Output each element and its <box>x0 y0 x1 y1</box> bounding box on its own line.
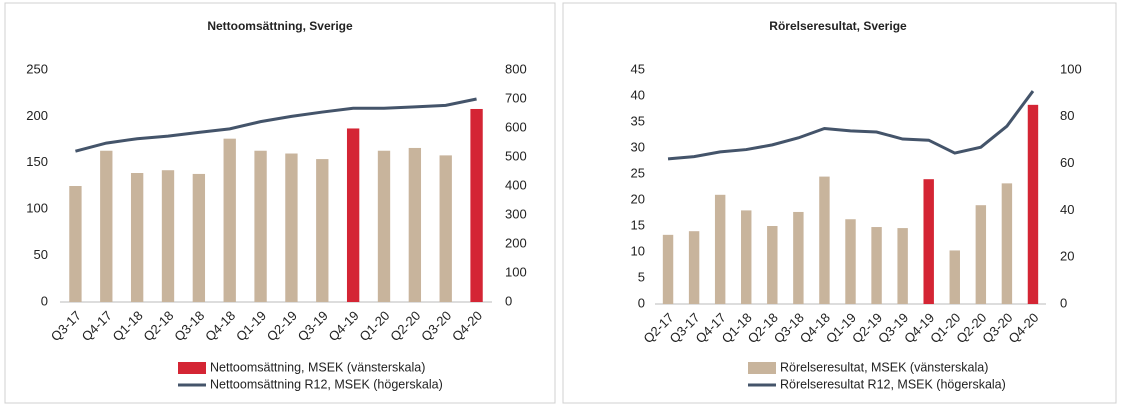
x-tick-label: Q4-18 <box>202 308 238 344</box>
bar <box>767 226 778 304</box>
bar <box>662 234 674 304</box>
y2-tick-label: 100 <box>505 264 527 279</box>
bar <box>285 153 298 302</box>
y-tick-label: 35 <box>631 113 645 128</box>
bar <box>1027 104 1039 304</box>
bar <box>346 128 360 302</box>
bar <box>439 155 452 302</box>
bar <box>714 194 726 304</box>
line <box>667 90 1035 161</box>
y-tick-label: 250 <box>26 61 48 76</box>
bar <box>741 210 752 304</box>
y-tick-label: 10 <box>631 243 645 258</box>
y-tick-label: 150 <box>26 154 48 169</box>
legend-label: Rörelseresultat R12, MSEK (högerskala) <box>780 377 1006 391</box>
y-tick-label: 100 <box>26 201 48 216</box>
y2-tick-label: 700 <box>505 90 527 105</box>
chart-title: Rörelseresultat, Sverige <box>769 19 907 33</box>
x-tick-label: Q2-18 <box>140 308 176 344</box>
bar <box>192 173 206 302</box>
bar <box>897 228 908 304</box>
bar <box>793 211 804 304</box>
bar <box>975 205 987 304</box>
y-tick-label: 200 <box>26 108 48 123</box>
x-tick-label: Q2-20 <box>387 308 423 344</box>
x-tick-label: Q1-20 <box>356 308 392 344</box>
bar <box>871 227 882 304</box>
legend-label: Rörelseresultat, MSEK (vänsterskala) <box>780 360 988 374</box>
y2-tick-label: 0 <box>1060 295 1067 310</box>
bar <box>470 108 483 302</box>
y2-tick-label: 40 <box>1060 202 1074 217</box>
bar <box>316 159 329 302</box>
panel-border <box>562 2 1117 404</box>
bar <box>161 170 175 302</box>
bar <box>845 219 856 304</box>
y-tick-label: 30 <box>631 139 645 154</box>
y-tick-label: 0 <box>638 295 645 310</box>
x-tick-label: Q3-19 <box>295 308 331 344</box>
legend-swatch <box>748 362 776 374</box>
bar <box>408 147 422 302</box>
y-tick-label: 5 <box>638 269 645 284</box>
x-tick-label: Q3-20 <box>418 308 454 344</box>
x-tick-label: Q1-19 <box>233 308 269 344</box>
chart-title: Nettoomsättning, Sverige <box>207 19 353 33</box>
legend-label: Nettoomsättning, MSEK (vänsterskala) <box>210 360 425 374</box>
y2-tick-label: 20 <box>1060 249 1074 264</box>
bar <box>100 150 113 302</box>
y2-tick-label: 80 <box>1060 108 1074 123</box>
y2-tick-label: 0 <box>505 293 512 308</box>
bar <box>819 176 830 304</box>
bar <box>223 138 236 302</box>
bar <box>69 186 82 302</box>
legend-swatch <box>178 362 206 374</box>
y2-tick-label: 800 <box>505 61 527 76</box>
bar <box>377 150 391 302</box>
bar <box>923 179 934 304</box>
y-tick-label: 40 <box>631 87 645 102</box>
y-tick-label: 25 <box>631 165 645 180</box>
y-tick-label: 20 <box>631 191 645 206</box>
y2-tick-label: 200 <box>505 235 527 250</box>
bar <box>949 250 960 304</box>
bar <box>254 150 267 302</box>
panel-border <box>4 2 556 404</box>
y2-tick-label: 300 <box>505 206 527 221</box>
y2-tick-label: 60 <box>1060 155 1074 170</box>
bar <box>130 173 144 302</box>
x-tick-label: Q1-18 <box>110 308 146 344</box>
bar <box>688 231 700 304</box>
x-tick-label: Q4-19 <box>326 308 362 344</box>
line <box>75 97 477 153</box>
y2-tick-label: 600 <box>505 119 527 134</box>
y2-tick-label: 400 <box>505 177 527 192</box>
y-tick-label: 0 <box>41 293 48 308</box>
y2-tick-label: 100 <box>1060 61 1082 76</box>
bar <box>1001 183 1013 304</box>
x-tick-label: Q3-17 <box>48 308 84 344</box>
y-tick-label: 15 <box>631 217 645 232</box>
y2-tick-label: 500 <box>505 148 527 163</box>
x-tick-label: Q4-17 <box>79 308 115 344</box>
x-tick-label: Q4-20 <box>1005 310 1041 346</box>
x-tick-label: Q4-20 <box>449 308 485 344</box>
y-tick-label: 50 <box>34 247 48 262</box>
legend-label: Nettoomsättning R12, MSEK (högerskala) <box>210 377 443 391</box>
x-tick-label: Q2-19 <box>264 308 300 344</box>
y-tick-label: 45 <box>631 61 645 76</box>
x-tick-label: Q3-18 <box>171 308 207 344</box>
